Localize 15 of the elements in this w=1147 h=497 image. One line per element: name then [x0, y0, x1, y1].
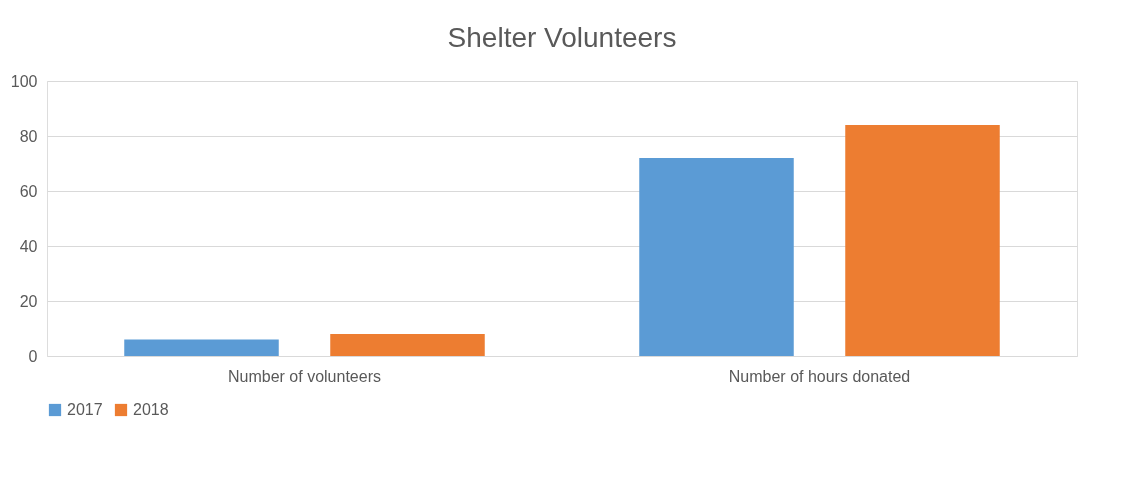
- x-tick-label: Number of volunteers: [228, 367, 381, 385]
- bar: [330, 334, 485, 356]
- legend-label: 2018: [133, 401, 169, 418]
- y-tick-label: 60: [19, 182, 38, 200]
- legend-label: 2017: [67, 401, 103, 418]
- chart-title: Shelter Volunteers: [447, 22, 677, 53]
- bar: [845, 125, 1000, 356]
- bar: [124, 339, 279, 356]
- x-tick-label: Number of hours donated: [728, 367, 911, 385]
- y-tick-label: 80: [19, 127, 38, 145]
- bar: [639, 158, 794, 356]
- y-tick-label: 0: [28, 347, 38, 365]
- y-tick-label: 100: [10, 72, 38, 90]
- y-tick-label: 20: [19, 292, 38, 310]
- y-tick-label: 40: [19, 237, 38, 255]
